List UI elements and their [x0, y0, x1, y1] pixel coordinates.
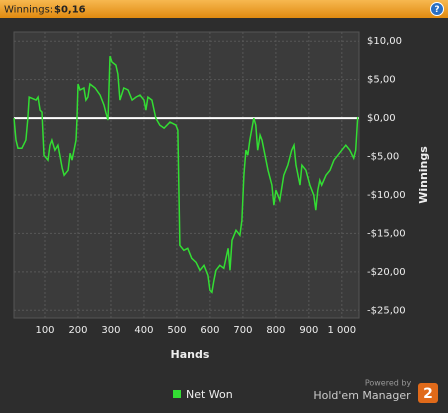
x-axis-title: Hands	[171, 348, 210, 361]
x-tick-label: 900	[299, 325, 318, 336]
x-tick-label: 300	[101, 325, 120, 336]
x-tick-label: 700	[233, 325, 252, 336]
series-line	[13, 55, 359, 294]
y-tick-label: -$20,00	[367, 267, 406, 278]
x-tick-label: 200	[68, 325, 87, 336]
y-axis-title: Winnings	[417, 146, 430, 204]
legend-swatch	[173, 390, 181, 398]
badge	[418, 383, 438, 403]
y-tick-label: -$10,00	[367, 190, 406, 201]
help-icon[interactable]	[430, 2, 444, 16]
x-tick-label: 400	[134, 325, 153, 336]
y-tick-label: $0,00	[367, 113, 396, 124]
product-name: Hold'em Manager	[313, 389, 411, 402]
x-tick-label: 100	[35, 325, 54, 336]
header-label: Winnings:	[4, 5, 53, 16]
y-tick-label: -$5,00	[367, 152, 399, 163]
y-tick-label: $5,00	[367, 75, 396, 86]
header-value: $0,16	[54, 5, 86, 16]
help-glyph[interactable]: ?	[434, 5, 439, 15]
y-tick-label: -$15,00	[367, 228, 406, 239]
badge-text: 2	[423, 386, 433, 402]
y-tick-label: $10,00	[367, 36, 402, 47]
x-tick-label: 1 000	[328, 325, 357, 336]
legend-label: Net Won	[186, 388, 233, 401]
powered-by: Powered by	[365, 379, 412, 388]
x-tick-label: 600	[200, 325, 219, 336]
y-tick-label: -$25,00	[367, 305, 406, 316]
x-tick-label: 500	[167, 325, 186, 336]
header-bar	[0, 0, 448, 18]
x-tick-label: 800	[266, 325, 285, 336]
